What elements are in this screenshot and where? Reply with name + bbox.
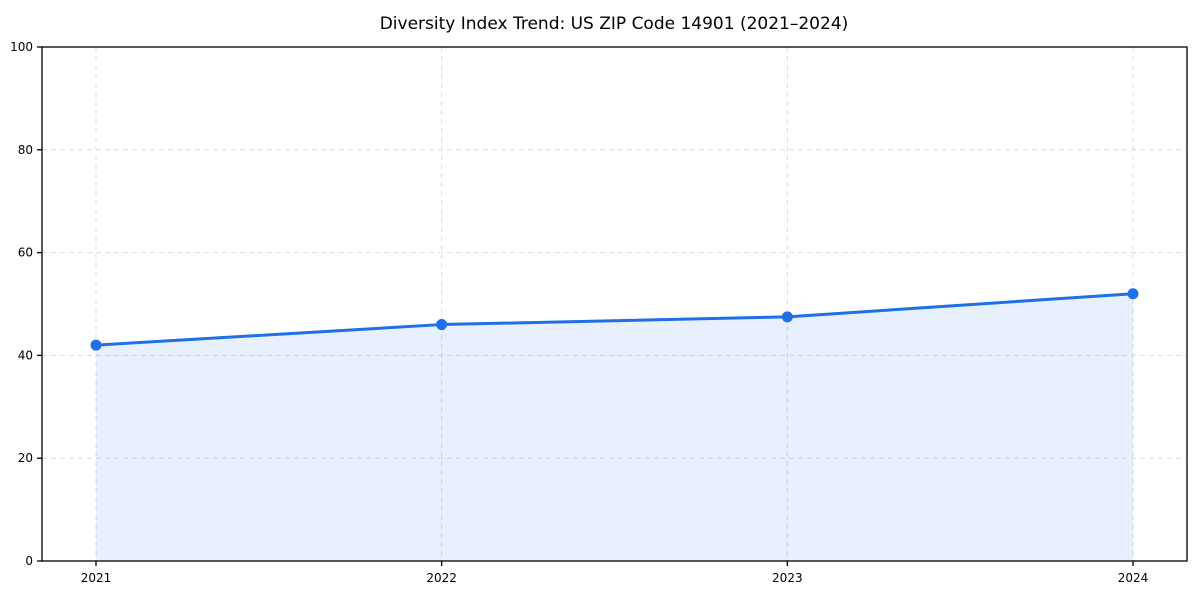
plot-area: 2021 2022 2023 2024 0 20 40 60 80 100 [10, 40, 1188, 585]
data-point-2023 [781, 311, 793, 323]
y-tick-label-0: 0 [25, 554, 33, 568]
y-tick-label-40: 40 [18, 348, 33, 362]
series-area-fill [96, 293, 1133, 561]
x-tick-label-2023: 2023 [772, 571, 803, 585]
y-tick-label-80: 80 [18, 143, 33, 157]
y-tick-label-20: 20 [18, 451, 33, 465]
data-point-2021 [90, 339, 102, 351]
series-line [94, 292, 1135, 347]
y-tick-label-100: 100 [10, 40, 33, 54]
chart-title: Diversity Index Trend: US ZIP Code 14901… [380, 14, 849, 34]
x-tick-label-2022: 2022 [426, 571, 457, 585]
axes-spines [41, 46, 1188, 562]
x-tick-label-2021: 2021 [81, 571, 112, 585]
y-tick-label-60: 60 [18, 246, 33, 260]
x-tick-label-2024: 2024 [1118, 571, 1149, 585]
data-point-2024 [1127, 288, 1139, 300]
data-point-2022 [436, 319, 448, 331]
